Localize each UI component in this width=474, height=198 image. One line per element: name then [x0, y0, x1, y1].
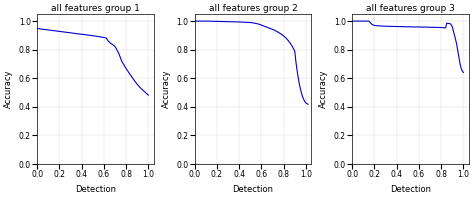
Title: all features group 3: all features group 3 — [366, 4, 455, 13]
Y-axis label: Accuracy: Accuracy — [319, 70, 328, 108]
Y-axis label: Accuracy: Accuracy — [4, 70, 13, 108]
X-axis label: Detection: Detection — [390, 185, 431, 194]
X-axis label: Detection: Detection — [75, 185, 116, 194]
Title: all features group 1: all features group 1 — [51, 4, 140, 13]
X-axis label: Detection: Detection — [233, 185, 273, 194]
Y-axis label: Accuracy: Accuracy — [162, 70, 171, 108]
Title: all features group 2: all features group 2 — [209, 4, 297, 13]
